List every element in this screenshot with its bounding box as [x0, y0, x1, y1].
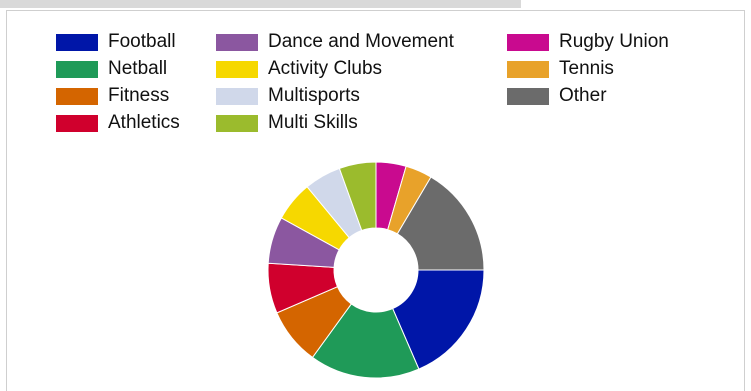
legend-label-multisports: Multisports [268, 85, 360, 106]
legend-label-multi-skills: Multi Skills [268, 112, 358, 133]
legend-item-tennis: Tennis [507, 58, 614, 80]
legend-item-other: Other [507, 85, 607, 107]
legend-label-athletics: Athletics [108, 112, 180, 133]
legend-label-activity-clubs: Activity Clubs [268, 58, 383, 79]
legend-label-tennis: Tennis [559, 58, 614, 79]
donut-slices [267, 161, 485, 379]
legend-swatch-dance-and-movement [216, 33, 258, 51]
top-border-bar [0, 0, 521, 8]
legend-label-football: Football [108, 31, 176, 52]
legend-item-fitness: Fitness [56, 85, 169, 107]
legend-swatch-other [507, 87, 549, 105]
legend-item-athletics: Athletics [56, 112, 180, 134]
legend-item-football: Football [56, 31, 176, 53]
legend-label-dance-and-movement: Dance and Movement [268, 31, 454, 52]
legend-label-netball: Netball [108, 58, 168, 79]
legend-swatch-multi-skills [216, 114, 258, 132]
legend-label-fitness: Fitness [108, 85, 170, 106]
donut-slice-football [392, 269, 485, 370]
legend-item-netball: Netball [56, 58, 167, 80]
legend-swatch-rugby-union [507, 33, 549, 51]
legend-swatch-netball [56, 60, 98, 78]
chart-legend: Football Netball Fitness Athletics Dance… [0, 0, 751, 140]
legend-label-rugby-union: Rugby Union [559, 31, 669, 52]
legend-swatch-fitness [56, 87, 98, 105]
legend-label-other: Other [559, 85, 607, 106]
legend-swatch-tennis [507, 60, 549, 78]
legend-item-rugby-union: Rugby Union [507, 31, 669, 53]
legend-item-multisports: Multisports [216, 85, 360, 107]
legend-item-multi-skills: Multi Skills [216, 112, 358, 134]
legend-item-dance-and-movement: Dance and Movement [216, 31, 454, 53]
legend-swatch-athletics [56, 114, 98, 132]
legend-swatch-football [56, 33, 98, 51]
donut-slice-other [396, 176, 485, 271]
legend-item-activity-clubs: Activity Clubs [216, 58, 382, 80]
legend-swatch-activity-clubs [216, 60, 258, 78]
legend-swatch-multisports [216, 87, 258, 105]
